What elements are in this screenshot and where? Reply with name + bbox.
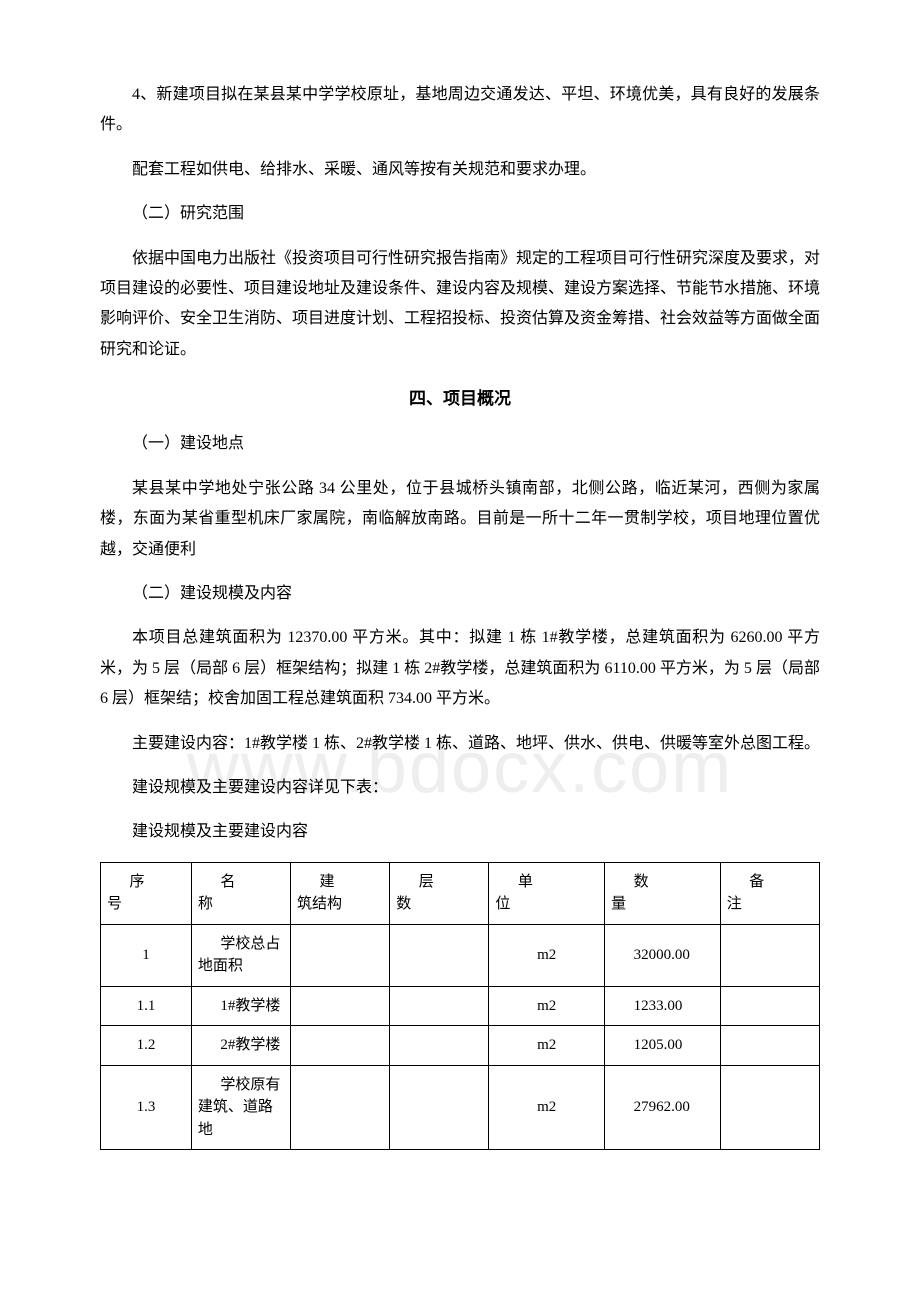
paragraph-10: 建设规模及主要建设内容详见下表：: [100, 773, 820, 803]
cell-qty: 32000.00: [605, 924, 721, 986]
table-row: 1 学校总占地面积 m2 32000.00: [101, 924, 820, 986]
table-row: 1.1 1#教学楼 m2 1233.00: [101, 986, 820, 1026]
page-container: www.bdocx.com 4、新建项目拟在某县某中学学校原址，基地周边交通发达…: [100, 80, 820, 1150]
cell-note: [720, 986, 819, 1026]
paragraph-4: 依据中国电力出版社《投资项目可行性研究报告指南》规定的工程项目可行性研究深度及要…: [100, 244, 820, 366]
cell-note: [720, 1026, 819, 1066]
header-name-l1: 名: [220, 874, 235, 890]
cell-name: 学校原有建筑、道路地: [191, 1065, 290, 1150]
paragraph-7: （二）建设规模及内容: [100, 579, 820, 609]
header-floor-l2: 数: [396, 893, 482, 916]
header-struct-l2: 筑结构: [297, 893, 383, 916]
cell-qty: 1205.00: [605, 1026, 721, 1066]
header-unit: 单 位: [489, 862, 605, 924]
paragraph-5: （一）建设地点: [100, 429, 820, 459]
cell-seq: 1: [101, 924, 192, 986]
header-seq-l2: 号: [107, 893, 185, 916]
paragraph-8: 本项目总建筑面积为 12370.00 平方米。其中：拟建 1 栋 1#教学楼，总…: [100, 623, 820, 714]
paragraph-1: 4、新建项目拟在某县某中学学校原址，基地周边交通发达、平坦、环境优美，具有良好的…: [100, 80, 820, 141]
cell-floor: [390, 1065, 489, 1150]
header-floor: 层 数: [390, 862, 489, 924]
cell-seq: 1.3: [101, 1065, 192, 1150]
cell-unit: m2: [489, 1065, 605, 1150]
table-row: 1.2 2#教学楼 m2 1205.00: [101, 1026, 820, 1066]
table-header-row: 序 号 名 称 建 筑结构 层 数 单 位 数 量: [101, 862, 820, 924]
cell-seq: 1.2: [101, 1026, 192, 1066]
cell-name: 2#教学楼: [191, 1026, 290, 1066]
header-struct-l1: 建: [320, 874, 335, 890]
header-name-l2: 称: [198, 893, 284, 916]
cell-struct: [291, 1065, 390, 1150]
cell-seq: 1.1: [101, 986, 192, 1026]
section-heading: 四、项目概况: [100, 383, 820, 415]
header-struct: 建 筑结构: [291, 862, 390, 924]
cell-name: 学校总占地面积: [191, 924, 290, 986]
header-note-l2: 注: [727, 893, 813, 916]
cell-floor: [390, 924, 489, 986]
header-qty: 数 量: [605, 862, 721, 924]
header-seq-l1: 序: [130, 874, 145, 890]
cell-name: 1#教学楼: [191, 986, 290, 1026]
paragraph-6: 某县某中学地处宁张公路 34 公里处，位于县城桥头镇南部，北侧公路，临近某河，西…: [100, 474, 820, 565]
cell-note: [720, 924, 819, 986]
header-note-l1: 备: [749, 874, 764, 890]
header-unit-l2: 位: [495, 893, 598, 916]
header-qty-l2: 量: [611, 893, 714, 916]
paragraph-2: 配套工程如供电、给排水、采暖、通风等按有关规范和要求办理。: [100, 155, 820, 185]
header-floor-l1: 层: [419, 874, 434, 890]
header-name: 名 称: [191, 862, 290, 924]
cell-unit: m2: [489, 1026, 605, 1066]
cell-floor: [390, 986, 489, 1026]
header-seq: 序 号: [101, 862, 192, 924]
cell-qty: 1233.00: [605, 986, 721, 1026]
header-qty-l1: 数: [634, 874, 649, 890]
cell-unit: m2: [489, 924, 605, 986]
cell-unit: m2: [489, 986, 605, 1026]
watermark-text: www.bdocx.com: [187, 700, 733, 837]
construction-table: 序 号 名 称 建 筑结构 层 数 单 位 数 量: [100, 862, 820, 1151]
cell-struct: [291, 1026, 390, 1066]
header-note: 备 注: [720, 862, 819, 924]
table-row: 1.3 学校原有建筑、道路地 m2 27962.00: [101, 1065, 820, 1150]
header-unit-l1: 单: [518, 874, 533, 890]
cell-struct: [291, 986, 390, 1026]
cell-floor: [390, 1026, 489, 1066]
cell-qty: 27962.00: [605, 1065, 721, 1150]
paragraph-9: 主要建设内容：1#教学楼 1 栋、2#教学楼 1 栋、道路、地坪、供水、供电、供…: [100, 729, 820, 759]
cell-note: [720, 1065, 819, 1150]
cell-struct: [291, 924, 390, 986]
paragraph-3: （二）研究范围: [100, 199, 820, 229]
paragraph-11: 建设规模及主要建设内容: [100, 817, 820, 847]
